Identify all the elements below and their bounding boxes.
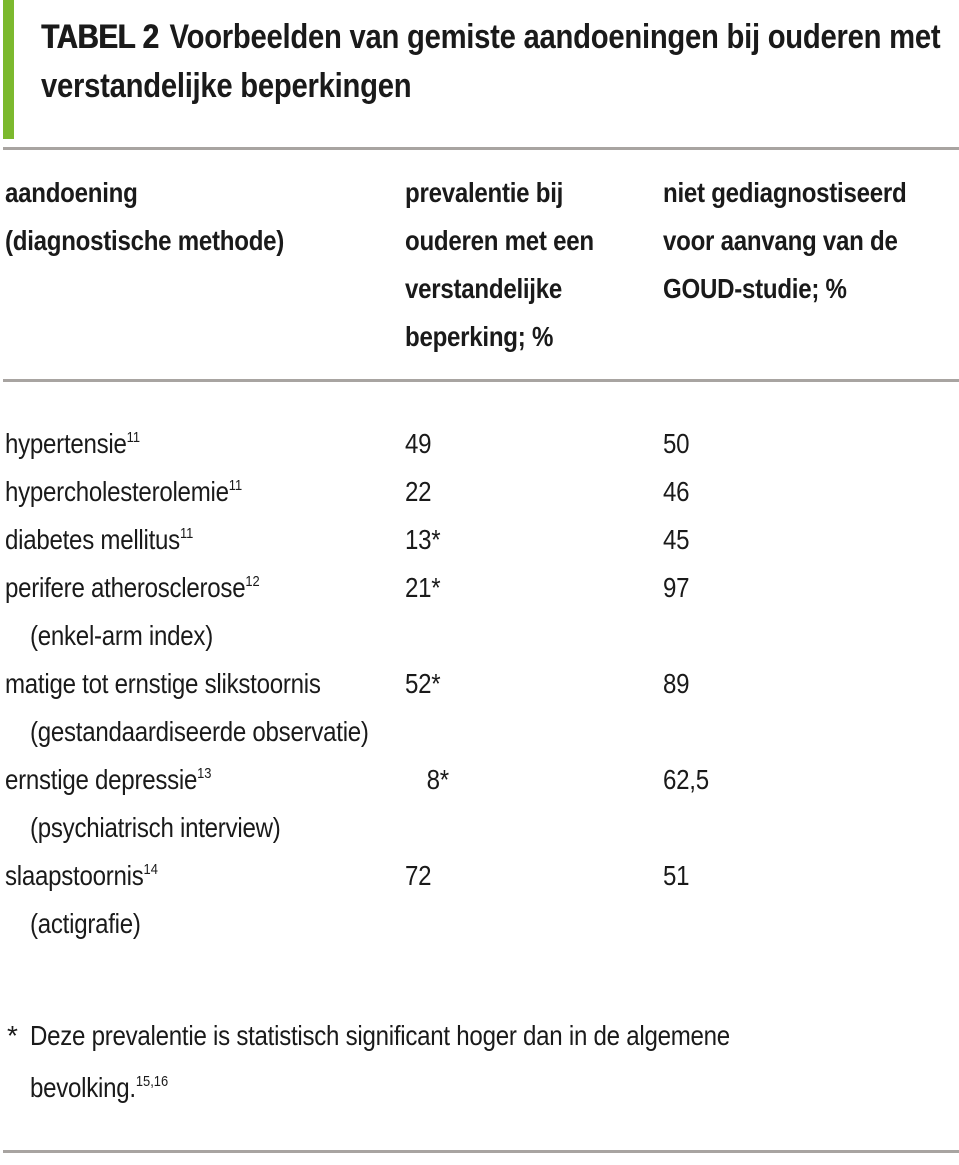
undiagnosed-cell: 45	[663, 524, 690, 555]
reference-superscript: 13	[197, 765, 212, 782]
prevalence-cell: 22	[405, 476, 432, 507]
condition-line: slaapstoornis14	[5, 860, 158, 891]
method-line: (gestandaardiseerde observatie)	[30, 716, 369, 747]
condition-cell: hypertensie11	[5, 428, 141, 459]
footnote-line1: Deze prevalentie is statistisch signific…	[30, 1020, 730, 1051]
condition-cell: diabetes mellitus11	[5, 524, 194, 555]
header-line: verstandelijke	[405, 273, 563, 304]
table-title-line1: TABEL 2 Voorbeelden van gemiste aandoenin…	[41, 13, 959, 62]
prevalence-cell: 52*	[405, 668, 441, 699]
reference-superscript: 11	[228, 477, 243, 494]
accent-bar	[3, 0, 14, 139]
header-line: prevalentie bij	[405, 177, 564, 208]
header-line: aandoening	[5, 177, 138, 208]
method-line: (actigrafie)	[30, 908, 141, 939]
undiagnosed-cell: 46	[663, 476, 690, 507]
table-title: TABEL 2 Voorbeelden van gemiste aandoenin…	[41, 13, 959, 111]
method-line: (enkel-arm index)	[30, 620, 213, 651]
table-title-line2: verstandelijke beperkingen	[41, 67, 412, 105]
header-col-prevalence: prevalentie bij ouderen met een verstand…	[405, 169, 663, 361]
footnote: * Deze prevalentie is statistisch signif…	[5, 1010, 844, 1114]
condition-line: matige tot ernstige slikstoornis	[5, 668, 321, 699]
reference-superscript: 12	[245, 573, 260, 590]
prevalence-cell: 13*	[405, 524, 441, 555]
condition-cell: slaapstoornis14 (actigrafie)	[5, 852, 405, 948]
condition-line: ernstige depressie13	[5, 764, 212, 795]
condition-line: perifere atherosclerose12	[5, 572, 260, 603]
undiagnosed-cell: 50	[663, 428, 690, 459]
method-line: (psychiatrisch interview)	[30, 812, 281, 843]
column-headers: aandoening (diagnostische methode) preva…	[5, 169, 959, 361]
undiagnosed-cell: 97	[663, 572, 690, 603]
undiagnosed-cell: 89	[663, 668, 690, 699]
table-title-label: TABEL 2	[41, 18, 159, 56]
condition-cell: matige tot ernstige slikstoornis (gestan…	[5, 660, 405, 756]
prevalence-cell: 72	[405, 860, 432, 891]
header-line: voor aanvang van de	[663, 225, 898, 256]
condition-cell: hypercholesterolemie11	[5, 476, 243, 507]
rule-top	[3, 147, 959, 150]
header-col-condition: aandoening (diagnostische methode)	[5, 169, 405, 265]
header-line: niet gediagnostiseerd	[663, 177, 907, 208]
undiagnosed-cell: 51	[663, 860, 690, 891]
prevalence-cell: 21*	[405, 572, 441, 603]
header-line: GOUD-studie; %	[663, 273, 847, 304]
table-title-text: Voorbeelden van gemiste aandoeningen bij…	[169, 18, 941, 56]
rule-bottom	[3, 1150, 959, 1153]
footnote-line2: bevolking.15,16	[30, 1072, 169, 1103]
header-line: ouderen met een	[405, 225, 594, 256]
reference-superscript: 11	[179, 525, 194, 542]
header-line: (diagnostische methode)	[5, 225, 285, 256]
condition-cell: perifere atherosclerose12 (enkel-arm ind…	[5, 564, 405, 660]
table-body: hypertensie11 49 50 hypercholesterolemie…	[5, 420, 959, 948]
prevalence-cell: 8*	[426, 764, 450, 795]
footnote-marker: *	[7, 1020, 18, 1051]
header-col-undiagnosed: niet gediagnostiseerd voor aanvang van d…	[663, 169, 959, 313]
reference-superscript: 14	[143, 861, 158, 878]
rule-mid	[3, 379, 959, 382]
reference-superscript: 11	[126, 429, 141, 446]
undiagnosed-cell: 62,5	[663, 764, 709, 795]
prevalence-cell: 49	[405, 428, 432, 459]
footnote-reference-superscript: 15,16	[135, 1073, 169, 1090]
condition-cell: ernstige depressie13 (psychiatrisch inte…	[5, 756, 405, 852]
header-line: beperking; %	[405, 321, 554, 352]
